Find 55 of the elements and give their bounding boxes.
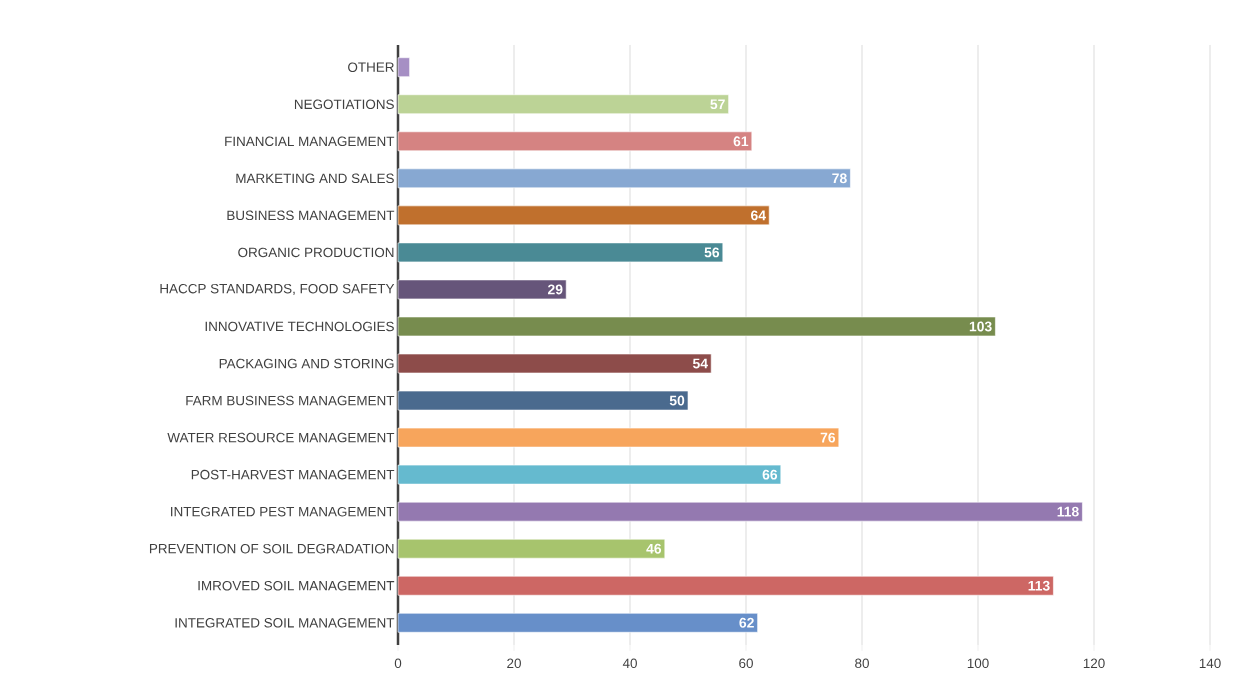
x-tick-label: 40 (622, 658, 637, 669)
y-tick-label: INNOVATIVE TECHNOLOGIES (205, 321, 394, 332)
data-label: 54 (692, 358, 708, 369)
bar (397, 168, 851, 189)
bar (397, 575, 1054, 596)
bar (397, 205, 770, 226)
y-tick-label: PREVENTION OF SOIL DEGRADATION (149, 543, 394, 554)
y-tick-label: OTHER (348, 62, 394, 72)
bar (397, 94, 729, 115)
bar (397, 131, 753, 152)
data-label: 103 (969, 321, 992, 332)
y-tick-label: MARKETING AND SALES (236, 173, 394, 184)
y-tick-label: IMROVED SOIL MANAGEMENT (198, 580, 395, 591)
y-tick-label: BUSINESS MANAGEMENT (227, 210, 395, 221)
bar (397, 612, 758, 633)
data-label: 66 (762, 469, 778, 480)
y-tick-label: NEGOTIATIONS (294, 99, 394, 109)
y-tick-label: ORGANIC PRODUCTION (238, 247, 394, 258)
bar (397, 427, 840, 448)
data-label: 61 (733, 136, 749, 147)
data-label: 50 (669, 395, 685, 406)
bar (397, 316, 996, 337)
bar (397, 57, 410, 78)
y-tick-label: HACCP STANDARDS, FOOD SAFETY (160, 283, 395, 295)
y-tick-label: POST-HARVEST MANAGEMENT (191, 469, 395, 480)
x-tick-label: 120 (1083, 658, 1105, 669)
x-tick-label: 0 (394, 658, 402, 669)
x-tick-label: 20 (507, 658, 521, 669)
data-label: 113 (1028, 580, 1050, 591)
data-label: 64 (751, 210, 766, 221)
bar (397, 501, 1083, 522)
bar (397, 538, 666, 559)
data-label: 76 (820, 432, 836, 443)
bar (397, 353, 712, 374)
y-tick-label: INTEGRATED PEST MANAGEMENT (171, 506, 395, 517)
x-tick-label: 140 (1199, 658, 1221, 669)
x-tick-label: 60 (739, 658, 753, 669)
bar (397, 279, 567, 300)
data-label: 46 (646, 543, 662, 554)
y-tick-label: INTEGRATED SOIL MANAGEMENT (175, 618, 395, 628)
data-label: 78 (832, 173, 847, 184)
bar (397, 464, 782, 485)
y-tick-label: WATER RESOURCE MANAGEMENT (167, 432, 395, 443)
data-label: 57 (710, 99, 725, 110)
y-tick-label: FINANCIAL MANAGEMENT (225, 136, 395, 147)
bar (397, 242, 724, 263)
bar (397, 390, 689, 411)
data-label: 118 (1057, 506, 1079, 517)
y-tick-label: PACKAGING AND STORING (219, 358, 394, 369)
data-label: 56 (704, 247, 720, 258)
y-tick-label: FARM BUSINESS MANAGEMENT (186, 395, 395, 406)
data-label: 62 (739, 617, 754, 628)
x-tick-label: 80 (855, 658, 869, 669)
x-tick-label: 100 (967, 658, 989, 669)
data-label: 29 (547, 284, 563, 295)
